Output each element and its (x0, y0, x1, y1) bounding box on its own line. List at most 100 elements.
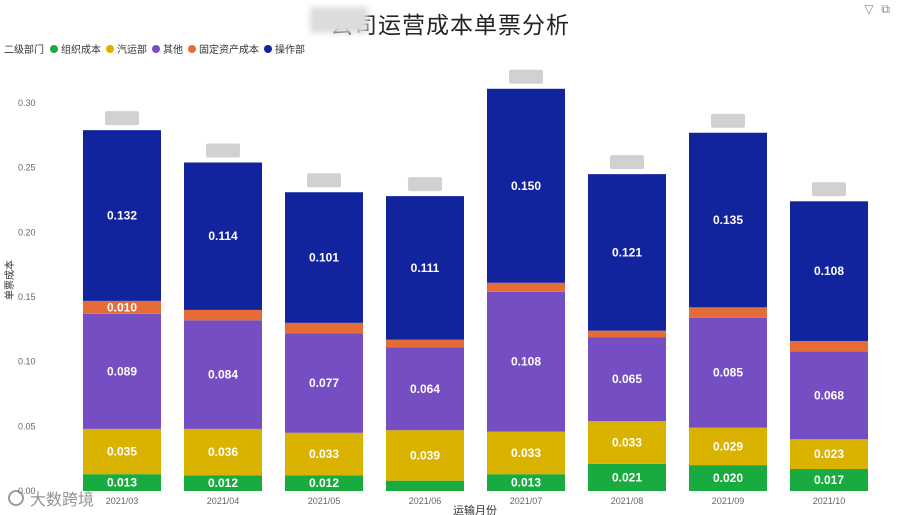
bar-segment[interactable] (184, 320, 262, 429)
legend-item[interactable]: 固定资产成本 (188, 41, 259, 56)
bar-segment[interactable] (386, 480, 464, 491)
y-tick-label: 0.25 (18, 163, 36, 173)
data-label: 0.017 (814, 473, 844, 487)
legend-dot (188, 44, 196, 53)
bar-segment[interactable] (487, 431, 565, 475)
legend-item[interactable]: 操作部 (264, 41, 305, 56)
redacted-total-label (408, 177, 442, 192)
bar-segment[interactable] (689, 465, 767, 491)
data-label: 0.068 (814, 388, 844, 402)
x-tick-label: 2021/09 (712, 496, 745, 506)
bar-segment[interactable] (386, 339, 464, 348)
bar-segment[interactable] (790, 351, 868, 440)
bar-segment[interactable] (83, 313, 161, 429)
bar-segment[interactable] (386, 430, 464, 481)
x-tick-label: 2021/03 (106, 496, 139, 506)
bar-segment[interactable] (184, 162, 262, 310)
data-label: 0.121 (612, 245, 642, 259)
bar-segment[interactable] (588, 174, 666, 331)
data-label: 0.084 (208, 368, 238, 382)
bar-segment[interactable] (588, 421, 666, 464)
redacted-total-label (105, 111, 139, 126)
bar-segment[interactable] (588, 337, 666, 422)
data-label: 0.077 (309, 376, 339, 390)
bar-segment[interactable] (83, 428, 161, 475)
bar-segment[interactable] (689, 427, 767, 466)
bar-segment[interactable] (790, 340, 868, 352)
bar-segment[interactable] (790, 201, 868, 341)
data-label: 0.135 (713, 213, 743, 227)
legend-label: 操作部 (275, 45, 305, 56)
x-tick-label: 2021/05 (308, 496, 341, 506)
filter-icon[interactable]: ▽ (864, 2, 874, 16)
bar-segment[interactable] (285, 333, 363, 433)
watermark-logo-icon (8, 490, 24, 506)
bar-segment[interactable] (285, 432, 363, 476)
bar-segment[interactable] (285, 192, 363, 323)
bar-segment[interactable] (487, 282, 565, 292)
bar-segment[interactable] (487, 474, 565, 491)
bar-segment[interactable] (689, 132, 767, 308)
data-label: 0.114 (208, 229, 238, 243)
bar-segment[interactable] (83, 300, 161, 314)
redacted-total-label (206, 143, 240, 158)
data-label: 0.111 (411, 261, 440, 275)
y-tick-label: 0.15 (18, 292, 36, 302)
data-label: 0.035 (107, 445, 137, 459)
y-tick-label: 0.00 (18, 486, 36, 496)
y-tick-label: 0.10 (18, 357, 36, 367)
x-tick-label: 2021/06 (409, 496, 442, 506)
data-label: 0.029 (713, 439, 743, 453)
data-label: 0.023 (814, 447, 844, 461)
bar-segment[interactable] (689, 317, 767, 428)
title-redaction (310, 7, 368, 33)
bar-segment[interactable] (285, 322, 363, 334)
bar-segment[interactable] (83, 130, 161, 301)
legend-item[interactable]: 其他 (152, 41, 183, 56)
bar-segment[interactable] (184, 428, 262, 476)
data-label: 0.033 (511, 446, 541, 460)
data-label: 0.013 (511, 476, 541, 490)
bar-segment[interactable] (588, 463, 666, 491)
bar-segment[interactable] (487, 291, 565, 432)
legend-label: 组织成本 (61, 45, 101, 56)
bar-segment[interactable] (790, 439, 868, 470)
bar-segment[interactable] (588, 330, 666, 338)
bar-segment[interactable] (487, 88, 565, 283)
focus-mode-icon[interactable]: ⧉ (881, 2, 890, 16)
chart-title: 公司运营成本单票分析 (330, 12, 570, 38)
data-label: 0.132 (107, 209, 137, 223)
legend-dot (50, 44, 58, 53)
data-label: 0.033 (309, 447, 339, 461)
legend-label: 其他 (163, 45, 183, 56)
legend-label: 汽运部 (117, 45, 147, 56)
y-tick-label: 0.30 (18, 98, 36, 108)
data-label: 0.108 (814, 264, 844, 278)
legend-dot (106, 44, 114, 53)
data-label: 0.108 (511, 355, 541, 369)
bar-segment[interactable] (386, 347, 464, 431)
data-label: 0.150 (511, 179, 541, 193)
bar-segment[interactable] (689, 307, 767, 318)
bar-segment[interactable] (83, 474, 161, 491)
data-label: 0.010 (107, 300, 137, 314)
bar-segment[interactable] (184, 309, 262, 321)
y-tick-label: 0.20 (18, 227, 36, 237)
redacted-total-label (509, 69, 543, 84)
data-label: 0.012 (208, 476, 238, 490)
bar-segment[interactable] (790, 469, 868, 491)
x-axis-title: 运输月份 (453, 503, 497, 515)
legend-dot (264, 44, 272, 53)
redacted-total-label (812, 182, 846, 197)
redacted-total-label (711, 113, 745, 128)
bar-segment[interactable] (386, 196, 464, 340)
legend-item[interactable]: 汽运部 (106, 41, 147, 56)
bar-segment[interactable] (184, 475, 262, 491)
data-label: 0.085 (713, 366, 743, 380)
x-tick-label: 2021/04 (207, 496, 240, 506)
data-label: 0.036 (208, 445, 238, 459)
bar-segment[interactable] (285, 475, 363, 491)
legend-item[interactable]: 组织成本 (50, 41, 101, 56)
data-label: 0.012 (309, 476, 339, 490)
data-label: 0.013 (107, 476, 137, 490)
